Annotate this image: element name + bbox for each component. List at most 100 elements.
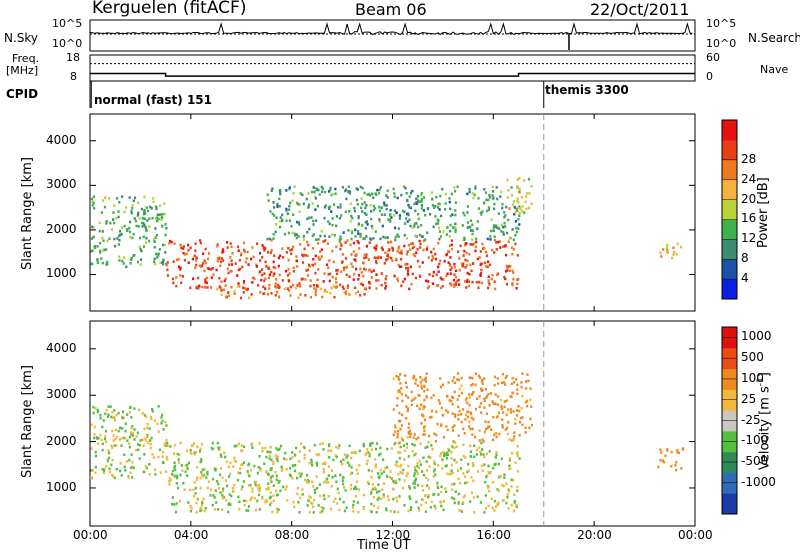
heatmap-cell: [128, 226, 131, 230]
heatmap-cell: [315, 187, 318, 190]
heatmap-cell: [201, 501, 204, 505]
heatmap-cell: [439, 194, 442, 198]
heatmap-cell: [526, 192, 529, 195]
heatmap-cell: [659, 448, 662, 451]
heatmap-cell: [494, 456, 497, 459]
heatmap-cell: [101, 199, 105, 202]
heatmap-cell: [115, 436, 118, 439]
heatmap-cell: [159, 217, 162, 220]
heatmap-cell: [437, 241, 440, 245]
x-tick-label: 12:00: [375, 528, 411, 542]
heatmap-cell: [434, 440, 437, 443]
heatmap-cell: [339, 460, 343, 463]
heatmap-cell: [447, 447, 450, 451]
heatmap-cell: [220, 257, 223, 260]
heatmap-cell: [91, 204, 94, 207]
heatmap-cell: [329, 188, 332, 191]
heatmap-cell: [168, 241, 171, 245]
heatmap-cell: [483, 397, 486, 401]
heatmap-cell: [273, 272, 276, 275]
heatmap-cell: [396, 277, 399, 280]
heatmap-cell: [172, 469, 175, 473]
heatmap-cell: [101, 442, 104, 446]
heatmap-cell: [391, 487, 395, 491]
heatmap-cell: [103, 467, 106, 471]
heatmap-cell: [433, 469, 436, 473]
heatmap-cell: [308, 449, 311, 452]
heatmap-cell: [230, 263, 234, 266]
heatmap-cell: [341, 253, 345, 256]
heatmap-cell: [294, 286, 297, 290]
heatmap-cell: [152, 200, 155, 204]
heatmap-cell: [408, 485, 411, 488]
heatmap-cell: [164, 223, 167, 226]
heatmap-cell: [199, 509, 202, 513]
heatmap-cell: [481, 448, 484, 451]
heatmap-cell: [363, 253, 366, 257]
heatmap-cell: [493, 280, 496, 283]
heatmap-cell: [463, 475, 467, 478]
heatmap-cell: [362, 507, 365, 510]
heatmap-cell: [312, 505, 315, 509]
y-tick-label: 2000: [46, 221, 77, 236]
heatmap-cell: [495, 248, 498, 251]
beam-label: Beam 06: [355, 0, 427, 19]
heatmap-cell: [90, 469, 93, 472]
heatmap-cell: [421, 498, 424, 502]
heatmap-cell: [318, 193, 321, 196]
heatmap-cell: [173, 461, 176, 465]
heatmap-cell: [488, 263, 492, 267]
heatmap-cell: [407, 203, 410, 207]
heatmap-cell: [196, 466, 199, 469]
heatmap-cell: [403, 479, 406, 482]
heatmap-cell: [314, 195, 317, 199]
heatmap-cell: [289, 248, 292, 252]
heatmap-cell: [445, 464, 448, 467]
heatmap-cell: [318, 483, 321, 486]
heatmap-cell: [417, 506, 420, 510]
heatmap-cell: [450, 239, 453, 242]
heatmap-cell: [131, 425, 134, 428]
heatmap-cell: [278, 197, 281, 201]
heatmap-cell: [106, 459, 109, 463]
heatmap-cell: [394, 463, 397, 467]
heatmap-cell: [323, 216, 326, 220]
heatmap-cell: [179, 268, 182, 271]
heatmap-cell: [388, 256, 391, 259]
heatmap-cell: [157, 213, 160, 217]
heatmap-cell: [312, 223, 315, 226]
heatmap-cell: [375, 193, 378, 197]
heatmap-cell: [94, 465, 97, 469]
heatmap-cell: [421, 261, 424, 264]
heatmap-cell: [346, 286, 349, 290]
heatmap-cell: [327, 220, 330, 223]
heatmap-cell: [374, 447, 378, 451]
heatmap-cell: [268, 457, 271, 460]
heatmap-cell: [434, 473, 437, 477]
heatmap-cell: [405, 446, 409, 449]
heatmap-cell: [206, 276, 209, 280]
heatmap-cell: [439, 276, 442, 280]
heatmap-cell: [529, 417, 532, 421]
heatmap-cell: [324, 239, 327, 242]
heatmap-cell: [303, 247, 306, 251]
heatmap-cell: [113, 419, 116, 422]
heatmap-cell: [203, 285, 206, 289]
heatmap-cell: [402, 280, 405, 283]
heatmap-cell: [472, 262, 475, 266]
heatmap-cell: [471, 462, 475, 465]
heatmap-cell: [306, 217, 309, 221]
x-tick-label: 20:00: [577, 528, 612, 542]
heatmap-cell: [92, 201, 95, 205]
heatmap-cell: [220, 293, 223, 296]
heatmap-cell: [331, 476, 334, 479]
heatmap-cell: [135, 224, 138, 228]
heatmap-cell: [501, 426, 504, 429]
heatmap-cell: [370, 270, 373, 274]
heatmap-cell: [503, 215, 506, 219]
heatmap-cell: [256, 242, 259, 245]
heatmap-cell: [472, 464, 475, 468]
heatmap-cell: [346, 284, 350, 288]
heatmap-cell: [214, 489, 217, 492]
heatmap-cell: [261, 446, 264, 450]
